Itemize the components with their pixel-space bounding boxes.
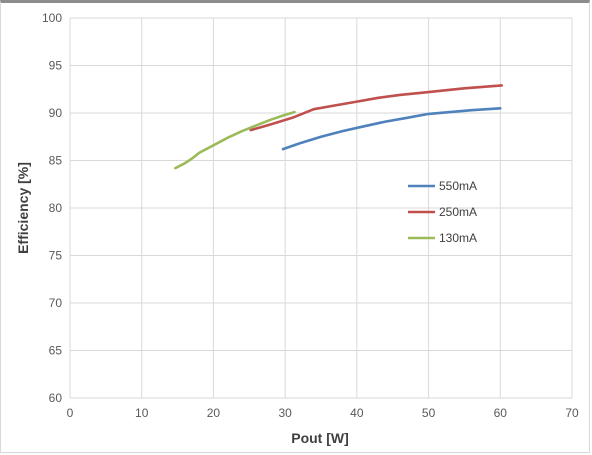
legend-label-130mA: 130mA <box>439 231 477 245</box>
y-tick-label: 85 <box>49 154 63 168</box>
y-tick-label: 75 <box>49 249 63 263</box>
y-tick-label: 95 <box>49 59 63 73</box>
legend-label-250mA: 250mA <box>439 205 477 219</box>
y-tick-label: 60 <box>49 391 63 405</box>
y-tick-label: 80 <box>49 201 63 215</box>
series-line-550mA <box>281 107 502 151</box>
x-tick-labels: 0 10 20 30 40 50 60 70 <box>67 406 579 420</box>
y-tick-labels: 60 65 70 75 80 85 90 95 100 <box>42 11 62 405</box>
x-tick-label: 30 <box>278 406 292 420</box>
x-tick-label: 40 <box>350 406 364 420</box>
x-tick-label: 10 <box>135 406 149 420</box>
y-tick-label: 100 <box>42 11 62 25</box>
legend: 550mA 250mA 130mA <box>408 179 477 245</box>
x-tick-label: 60 <box>494 406 508 420</box>
grid-lines <box>69 17 573 399</box>
legend-label-550mA: 550mA <box>439 179 477 193</box>
x-tick-label: 20 <box>207 406 221 420</box>
y-tick-label: 70 <box>49 296 63 310</box>
x-tick-label: 0 <box>67 406 74 420</box>
series-lines <box>174 84 503 170</box>
y-tick-label: 90 <box>49 106 63 120</box>
x-axis-title: Pout [W] <box>291 430 349 446</box>
y-axis-title: Efficiency [%] <box>15 162 31 254</box>
x-tick-label: 50 <box>422 406 436 420</box>
x-tick-label: 70 <box>565 406 579 420</box>
series-line-130mA <box>174 110 296 170</box>
y-tick-label: 65 <box>49 344 63 358</box>
series-line-250mA <box>249 84 503 132</box>
